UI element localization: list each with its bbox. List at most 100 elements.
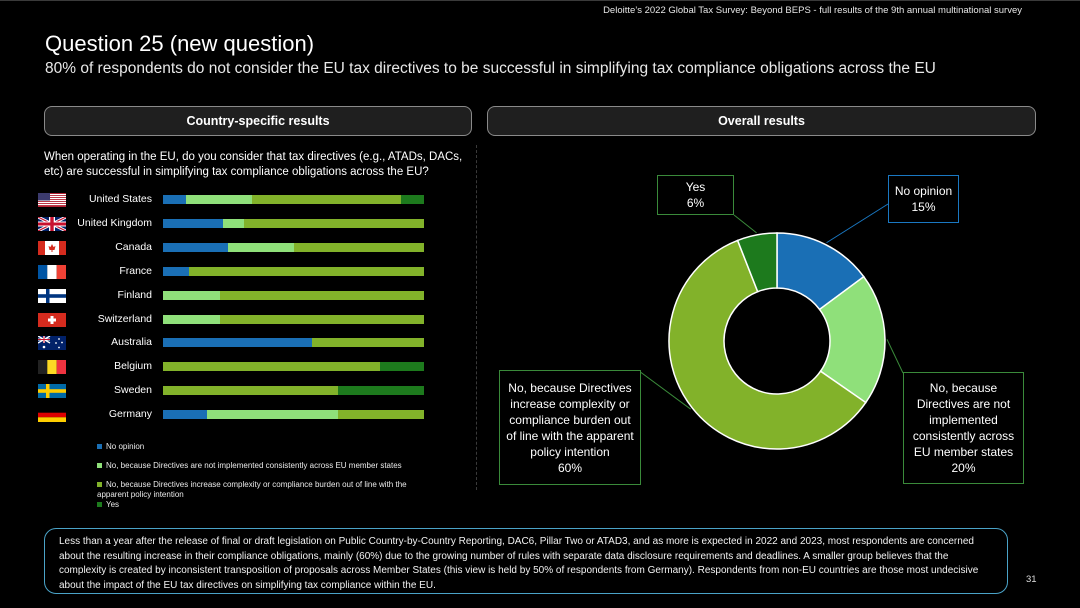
legend-swatch <box>97 502 102 508</box>
bar-segment-not-implemented <box>163 290 221 300</box>
country-row: Australia <box>0 334 470 352</box>
bar-legend: No opinion No, because Directives are no… <box>97 442 427 510</box>
bar-segment-no-opinion <box>163 242 229 252</box>
callout-no-opinion: No opinion 15% <box>888 175 959 223</box>
page-title: Question 25 (new question) <box>45 31 315 56</box>
stacked-bar <box>163 218 424 228</box>
country-row: Canada <box>0 239 470 257</box>
country-row: Germany <box>0 406 470 424</box>
donut-slice-complexity <box>668 239 867 450</box>
stacked-bar <box>163 266 424 276</box>
leader-line <box>826 203 889 244</box>
legend-label: No, because Directives increase complexi… <box>97 480 407 499</box>
overall-results-heading: Overall results <box>487 106 1036 136</box>
bar-segment-yes <box>337 386 424 396</box>
callout-label: No, because Directives are not implement… <box>912 381 1015 459</box>
stacked-bar <box>163 362 424 372</box>
country-label: Switzerland <box>97 312 152 325</box>
bar-segment-complexity <box>337 410 424 420</box>
legend-label: No, because Directives are not implement… <box>106 461 402 470</box>
country-row: Sweden <box>0 382 470 400</box>
callout-complexity: No, because Directives increase complexi… <box>499 370 641 485</box>
bar-segment-complexity <box>220 314 424 324</box>
summary-text-box: Less than a year after the release of fi… <box>44 528 1008 594</box>
bar-segment-complexity <box>163 386 338 396</box>
legend-label: No opinion <box>106 442 145 451</box>
page-number: 31 <box>1026 574 1037 585</box>
uk-flag-icon <box>38 216 66 231</box>
bar-segment-complexity <box>220 290 424 300</box>
bar-segment-not-implemented <box>207 410 338 420</box>
bar-segment-not-implemented <box>163 314 221 324</box>
bar-segment-no-opinion <box>163 195 187 204</box>
donut-slice-yes <box>736 232 778 293</box>
country-label: Germany <box>108 408 152 421</box>
survey-question: When operating in the EU, do you conside… <box>44 151 463 178</box>
country-row: Belgium <box>0 358 470 376</box>
callout-label: Yes <box>685 180 706 194</box>
country-label: Finland <box>117 288 152 301</box>
switzerland-flag-icon <box>38 312 66 327</box>
bar-segment-yes <box>400 195 424 204</box>
legend-swatch <box>97 444 102 450</box>
top-rule <box>0 0 1080 1</box>
bar-segment-no-opinion <box>163 218 224 228</box>
stacked-bar <box>163 314 424 324</box>
bar-segment-complexity <box>189 266 424 276</box>
callout-label: No opinion <box>894 184 953 198</box>
leader-line <box>733 214 757 234</box>
stacked-bar <box>163 242 424 252</box>
stacked-bar <box>163 386 424 396</box>
germany-flag-icon <box>38 408 66 423</box>
bar-segment-not-implemented <box>228 242 294 252</box>
callout-value: 60% <box>557 460 583 475</box>
callout-yes: Yes 6% <box>657 175 734 215</box>
finland-flag-icon <box>38 288 66 303</box>
country-label: Belgium <box>114 360 152 373</box>
country-label: France <box>119 264 152 277</box>
bar-segment-not-implemented <box>186 195 252 204</box>
country-row: Switzerland <box>0 311 470 329</box>
legend-swatch <box>97 463 102 469</box>
country-label: Canada <box>115 240 152 253</box>
australia-flag-icon <box>38 336 66 351</box>
sweden-flag-icon <box>38 384 66 399</box>
country-row: United States <box>0 191 470 209</box>
leader-line <box>886 339 904 374</box>
callout-value: 6% <box>686 196 705 210</box>
legend-swatch <box>97 482 102 488</box>
stacked-bar <box>163 410 424 420</box>
bar-segment-complexity <box>293 242 424 252</box>
legend-label: Yes <box>106 500 120 509</box>
legend-item-complexity: No, because Directives increase complexi… <box>97 480 427 500</box>
stacked-bar <box>163 195 424 204</box>
callout-label: No, because Directives increase complexi… <box>506 380 634 459</box>
bar-segment-complexity <box>311 338 424 348</box>
bar-segment-complexity <box>251 195 401 204</box>
country-label: Sweden <box>114 384 152 397</box>
leader-line <box>638 370 691 410</box>
panel-divider <box>476 145 477 490</box>
country-label: Australia <box>111 336 152 349</box>
legend-item-yes: Yes <box>97 500 427 510</box>
country-row: France <box>0 263 470 281</box>
callout-value: 15% <box>911 200 936 214</box>
bar-segment-complexity <box>243 218 424 228</box>
country-row: United Kingdom <box>0 215 470 233</box>
source-note: Deloitte’s 2022 Global Tax Survey: Beyon… <box>603 5 1022 16</box>
country-row: Finland <box>0 287 470 305</box>
country-label: United States <box>88 193 152 205</box>
country-label: United Kingdom <box>77 216 152 229</box>
bar-segment-yes <box>379 362 424 372</box>
bar-segment-no-opinion <box>163 266 190 276</box>
country-bar-chart: United States United Kingdom Canada France F… <box>0 0 476 520</box>
us-flag-icon <box>38 193 66 207</box>
legend-item-not-implemented: No, because Directives are not implement… <box>97 461 427 471</box>
canada-flag-icon <box>38 240 66 255</box>
legend-item-no-opinion: No opinion <box>97 442 427 452</box>
bar-segment-complexity <box>163 362 380 372</box>
bar-segment-no-opinion <box>163 410 208 420</box>
callout-not-implemented: No, because Directives are not implement… <box>903 372 1024 484</box>
bar-segment-no-opinion <box>163 338 312 348</box>
callout-value: 20% <box>951 461 976 475</box>
